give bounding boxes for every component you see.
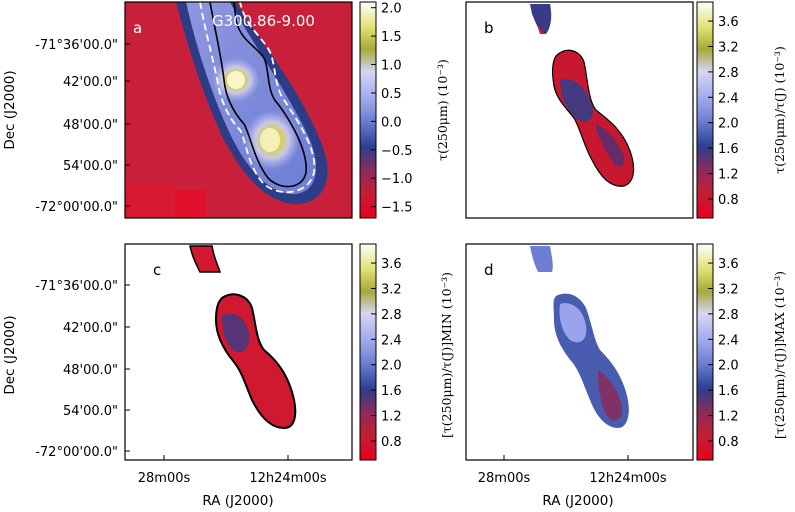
colorbar-tick-label: 0.8: [381, 435, 402, 450]
filament-ratio-c-core: [222, 313, 250, 353]
panel-d-xticks: 28m00s 12h24m00s: [478, 455, 667, 486]
panel-a-colorbar: [359, 1, 377, 219]
colorbar-tick-label: 0.8: [718, 193, 739, 208]
colorbar-tick-label: 0.5: [381, 87, 402, 102]
panel-d-letter: d: [484, 261, 494, 279]
panel-b-patch-top: [530, 4, 552, 34]
panel-b-colorbar-label: τ(250μm)/τ(J) (10⁻³): [772, 46, 787, 174]
panel-c: c -71°36'00.0" 42'00.0" 48'00.0" 54'00.0…: [2, 243, 454, 509]
panel-d-frame: [465, 243, 694, 461]
panel-b-ylabel: τ(250μm) (10⁻³): [435, 59, 450, 161]
panel-c-letter: c: [153, 261, 161, 279]
panel-c-colorbar: [359, 243, 377, 461]
filament-ratio-b-core: [560, 78, 593, 122]
panel-a-title: G300.86-9.00: [212, 12, 315, 30]
colorbar-tick-label: 2.4: [381, 333, 402, 348]
colorbar-tick-label: 1.0: [381, 59, 402, 74]
panel-c-ytick-label: -72°00'00.0": [35, 445, 118, 460]
colorbar-tick-label: 3.2: [718, 282, 739, 297]
panel-d: d 28m00s 12h24m00s RA (J2000) 3.6 3.2 2.8 2…: [465, 243, 787, 509]
colorbar-tick-label: 1.2: [718, 168, 739, 183]
panel-a-border-patch: [125, 183, 178, 218]
panel-a-ytick-label: 48'00.0": [63, 118, 118, 133]
colorbar-tick-label: 2.8: [718, 308, 739, 323]
panel-c-ytick-label: 54'00.0": [63, 404, 118, 419]
colorbar-tick-label: 2.0: [381, 359, 402, 374]
colorbar-tick-label: 1.6: [718, 142, 739, 157]
panel-a-ytick-label: -71°36'00.0": [35, 38, 118, 53]
panel-b-colorbar-ticks: 3.6 3.2 2.8 2.4 2.0 1.6 1.2 0.8: [708, 15, 739, 208]
panel-d-colorbar-label: [τ(250μm)/τ(J)]MAX (10⁻³): [772, 271, 787, 439]
colorbar-tick-label: 1.6: [718, 384, 739, 399]
panel-d-colorbar-ticks: 3.6 3.2 2.8 2.4 2.0 1.6 1.2 0.8: [708, 257, 739, 450]
colorbar-tick-label: 2.8: [718, 66, 739, 81]
panel-c-frame: [124, 243, 353, 461]
panel-c-xtick-label: 28m00s: [138, 471, 191, 486]
panel-c-ytick-label: 48'00.0": [63, 363, 118, 378]
colorbar-tick-label: 1.5: [381, 30, 402, 45]
panel-a-ytick-label: 42'00.0": [63, 75, 118, 90]
colorbar-tick-label: 3.6: [718, 15, 739, 30]
colorbar-tick-label: 1.2: [381, 410, 402, 425]
filament-ratio-b-core-2: [596, 124, 625, 167]
colorbar-tick-label: 1.2: [718, 410, 739, 425]
contour-dashed: [199, 1, 316, 193]
colorbar-tick-label: −1.5: [381, 201, 413, 216]
panel-c-xlabel: RA (J2000): [202, 493, 273, 509]
panel-c-colorbar-ticks: 3.6 3.2 2.8 2.4 2.0 1.6 1.2 0.8: [371, 257, 402, 450]
panel-a-ylabel: Dec (J2000): [2, 70, 18, 149]
filament-ratio-d-core: [559, 303, 587, 343]
colorbar-tick-label: −1.0: [381, 172, 413, 187]
contour-solid: [209, 1, 307, 188]
colorbar-tick-label: 2.4: [718, 333, 739, 348]
colorbar-tick-label: 3.2: [381, 282, 402, 297]
clump-upper-core: [227, 71, 245, 89]
panel-b-frame: [465, 1, 694, 219]
panel-b-colorbar: [696, 1, 714, 219]
colorbar-tick-label: 3.6: [381, 257, 402, 272]
panel-d-patch-top: [530, 246, 553, 272]
colorbar-tick-label: 2.4: [718, 91, 739, 106]
panel-c-ytick-label: -71°36'00.0": [35, 279, 118, 294]
panel-a-letter: a: [133, 19, 142, 37]
colorbar-tick-label: −0.5: [381, 144, 413, 159]
panel-d-colorbar: [696, 243, 714, 461]
panel-c-ytick-label: 42'00.0": [63, 321, 118, 336]
panel-d-xlabel: RA (J2000): [542, 493, 613, 509]
panel-a-frame: [124, 1, 353, 219]
filament-ratio-d-core-2: [598, 370, 622, 421]
panel-c-xticks: 28m00s 12h24m00s: [138, 455, 327, 486]
panel-b: b τ(250μm) (10⁻³) 3.6 3.2 2.8 2.4 2.0 1.6 1.2 0…: [435, 1, 787, 219]
colorbar-tick-label: 1.6: [381, 384, 402, 399]
colorbar-tick-label: 2.8: [381, 308, 402, 323]
panel-c-xtick-label: 12h24m00s: [249, 471, 327, 486]
panel-a-border-patch-2: [175, 190, 205, 218]
panel-d-xtick-label: 12h24m00s: [589, 471, 667, 486]
panel-a-ytick-label: 54'00.0": [63, 159, 118, 174]
panel-a-ytick-label: -72°00'00.0": [35, 200, 118, 215]
panel-a: a G300.86-9.00 -71°36'00.0" 42'00.0" 48'…: [2, 1, 413, 219]
colorbar-tick-label: 3.6: [718, 257, 739, 272]
panel-c-ylabel: Dec (J2000): [2, 315, 18, 394]
panel-b-patch-top-edge: [536, 22, 546, 34]
panel-c-colorbar-label: [τ(250μm)/τ(J)]MIN (10⁻³): [439, 272, 454, 438]
panel-d-xtick-label: 28m00s: [478, 471, 531, 486]
colorbar-tick-label: 2.0: [718, 359, 739, 374]
panel-c-yticks: -71°36'00.0" 42'00.0" 48'00.0" 54'00.0" …: [35, 279, 130, 460]
colorbar-tick-label: 2.0: [381, 2, 402, 17]
panel-a-colorbar-ticks: 2.0 1.5 1.0 0.5 0.0 −0.5 −1.0 −1.5: [371, 2, 413, 216]
colorbar-tick-label: 3.2: [718, 40, 739, 55]
panel-a-yticks: -71°36'00.0" 42'00.0" 48'00.0" 54'00.0" …: [35, 38, 130, 215]
panel-b-letter: b: [484, 19, 494, 37]
clump-lower-core: [260, 128, 280, 152]
panel-c-patch-top: [189, 245, 222, 273]
colorbar-tick-label: 0.0: [381, 115, 402, 130]
colorbar-tick-label: 0.8: [718, 435, 739, 450]
colorbar-tick-label: 2.0: [718, 117, 739, 132]
